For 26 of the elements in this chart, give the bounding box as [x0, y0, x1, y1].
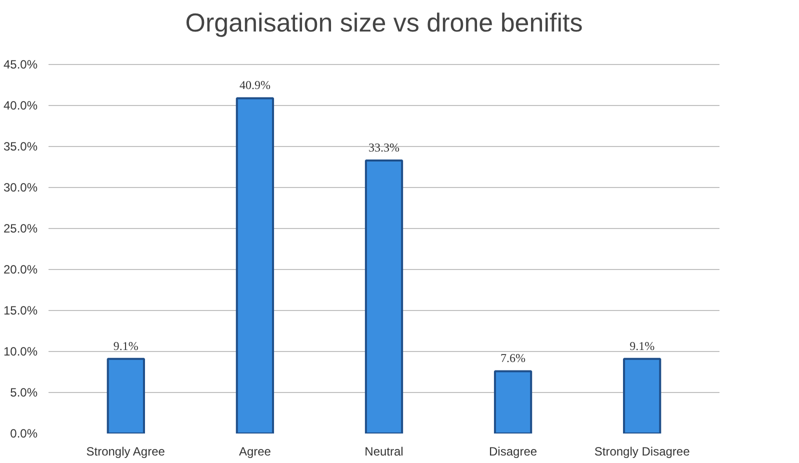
bar — [364, 160, 404, 434]
y-tick-label: 35.0% — [3, 140, 38, 154]
bar — [494, 370, 532, 434]
data-label: 9.1% — [113, 338, 138, 353]
y-tick-label: 15.0% — [3, 304, 38, 318]
y-tick-label: 30.0% — [3, 180, 38, 195]
x-tick-label: Strongly Agree — [86, 444, 166, 458]
x-tick-label: Strongly Disagree — [594, 444, 690, 458]
y-tick-label: 45.0% — [3, 58, 38, 72]
y-tick-label: 40.0% — [3, 98, 38, 113]
y-tick-label: 10.0% — [3, 344, 38, 359]
y-tick-label: 25.0% — [3, 222, 38, 236]
bar — [106, 358, 145, 434]
x-tick-label: Agree — [238, 444, 272, 458]
chart-title: Organisation size vs drone benifits — [185, 8, 583, 38]
bar — [236, 97, 274, 434]
y-tick-label: 0.0% — [10, 426, 38, 440]
y-tick-label: 20.0% — [3, 262, 38, 277]
y-tick-label: 5.0% — [10, 386, 38, 400]
x-tick-label: Neutral — [364, 444, 404, 458]
x-tick-label: Disagree — [489, 444, 538, 458]
bar — [623, 358, 662, 434]
data-label: 7.6% — [500, 351, 526, 366]
data-label: 40.9% — [239, 78, 270, 92]
data-label: 9.1% — [630, 338, 655, 353]
data-label: 33.3% — [368, 140, 400, 155]
